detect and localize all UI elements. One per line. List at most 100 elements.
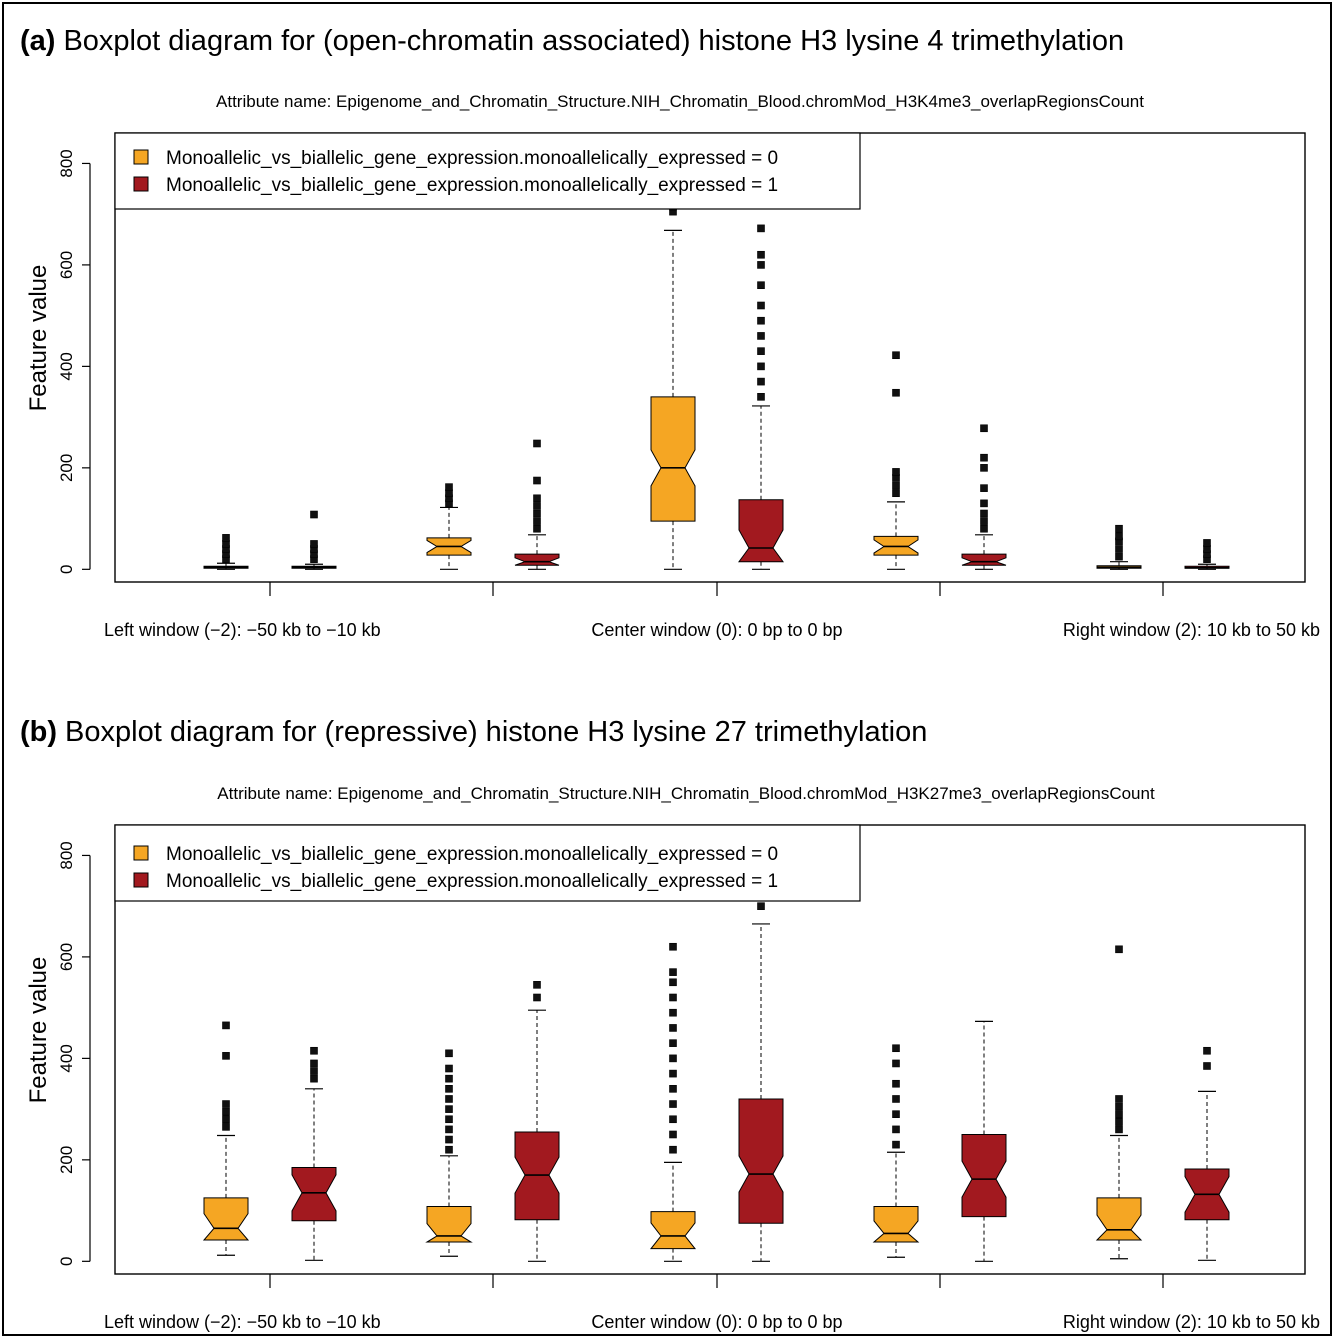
outlier-point: [892, 1059, 900, 1068]
outlier-point: [669, 1069, 677, 1078]
outlier-point: [310, 1067, 318, 1075]
outlier-point: [892, 1125, 900, 1134]
box-window0-group1: [738, 856, 784, 1262]
outlier-point: [222, 1123, 230, 1131]
box-body: [514, 553, 560, 566]
outlier-point: [980, 453, 988, 462]
box-body: [961, 1133, 1007, 1218]
panel-a-window-label-left: Left window (−2): −50 kb to −10 kb: [104, 620, 381, 640]
y-tick-label: 0: [57, 1257, 76, 1266]
box-body: [291, 1166, 337, 1222]
panel-b-legend-swatch-1: [133, 872, 149, 888]
box-body: [872, 1206, 920, 1243]
outlier-point: [757, 393, 765, 401]
panel-b-legend-label-1: Monoallelic_vs_biallelic_gene_expression…: [166, 871, 778, 892]
outlier-point: [1115, 1102, 1123, 1111]
box-window-2-group0: [202, 1021, 250, 1256]
panel-b-y-axis: 0 200 400 600 800: [57, 841, 91, 1266]
panel-a-window-label-center: Center window (0): 0 bp to 0 bp: [591, 620, 842, 640]
outlier-point: [445, 1115, 453, 1124]
panel-b-window-label-center: Center window (0): 0 bp to 0 bp: [591, 1312, 842, 1332]
panel-b-x-axis: [269, 1274, 1164, 1288]
outlier-point: [1115, 524, 1123, 533]
box-window1-group1: [961, 1020, 1007, 1262]
panel-a-y-axis: 0 200 400 600 800: [57, 149, 91, 574]
panel-a-legend-box: [114, 132, 861, 210]
y-tick-label: 800: [57, 149, 76, 177]
outlier-point: [445, 1049, 453, 1058]
panel-a: (a) Boxplot diagram for (open-chromatin a…: [20, 25, 1320, 640]
outlier-point: [892, 388, 900, 397]
outlier-point: [1115, 1117, 1123, 1126]
outlier-point: [892, 1095, 900, 1103]
box-window-1-group1: [514, 439, 560, 570]
outlier-point: [980, 424, 988, 433]
panel-a-legend: Monoallelic_vs_biallelic_gene_expression…: [114, 132, 861, 210]
panel-a-legend-swatch-0: [133, 149, 149, 165]
outlier-point: [445, 1145, 453, 1154]
outlier-point: [669, 1100, 677, 1108]
box-body: [738, 499, 784, 563]
box-window0-group1: [738, 196, 784, 570]
box-body: [425, 1206, 473, 1243]
panel-b-legend: Monoallelic_vs_biallelic_gene_expression…: [114, 824, 861, 902]
outlier-point: [980, 524, 988, 533]
outlier-point: [669, 978, 677, 987]
outlier-point: [222, 534, 230, 542]
outlier-point: [892, 1044, 900, 1053]
panel-a-legend-label-1: Monoallelic_vs_biallelic_gene_expression…: [166, 175, 778, 196]
outlier-point: [445, 1135, 453, 1144]
panel-b-legend-label-0: Monoallelic_vs_biallelic_gene_expression…: [166, 844, 778, 865]
outlier-point: [1115, 552, 1123, 561]
outlier-point: [980, 484, 988, 492]
outlier-point: [757, 224, 765, 233]
box-body: [1095, 1197, 1143, 1241]
panel-a-tag: (a): [20, 25, 55, 57]
box-window0-group0: [649, 942, 697, 1262]
box-window2-group1: [1184, 539, 1230, 570]
box-body: [961, 553, 1007, 566]
panel-a-y-axis-title: Feature value: [25, 265, 52, 412]
outlier-point: [757, 281, 765, 290]
outlier-point: [757, 347, 765, 355]
y-tick-label: 200: [57, 1146, 76, 1174]
panel-a-heading: (a) Boxplot diagram for (open-chromatin a…: [20, 25, 1124, 57]
outlier-point: [892, 489, 900, 498]
panel-b-legend-swatch-0: [133, 845, 149, 861]
box-body: [650, 396, 696, 522]
outlier-point: [757, 316, 765, 325]
box-body: [649, 1211, 697, 1250]
outlier-point: [757, 377, 765, 386]
box-window-2-group1: [291, 1046, 337, 1261]
outlier-point: [892, 1079, 900, 1088]
outlier-point: [533, 509, 541, 518]
outlier-point: [1115, 532, 1123, 541]
outlier-point: [757, 301, 765, 310]
box-window2-group0: [1095, 945, 1143, 1260]
outlier-point: [892, 481, 900, 490]
outlier-point: [892, 1140, 900, 1149]
box-window2-group0: [1096, 524, 1142, 570]
outlier-point: [222, 1052, 230, 1060]
panel-b-heading: (b) Boxplot diagram for (repressive) hist…: [20, 716, 927, 748]
outlier-point: [533, 502, 541, 510]
box-window1-group0: [873, 351, 919, 570]
box-window-1-group1: [514, 981, 560, 1262]
panel-b-attribute-name: Attribute name: Epigenome_and_Chromatin_…: [217, 784, 1155, 803]
box-body: [738, 1098, 784, 1224]
panel-b: (b) Boxplot diagram for (repressive) hist…: [20, 716, 1320, 1332]
y-tick-label: 400: [57, 352, 76, 380]
outlier-point: [757, 250, 765, 259]
outlier-point: [669, 1115, 677, 1124]
outlier-point: [757, 332, 765, 340]
outlier-point: [892, 468, 900, 476]
outlier-point: [222, 1107, 230, 1116]
outlier-point: [980, 509, 988, 518]
outlier-point: [445, 483, 453, 491]
outlier-point: [1203, 1046, 1211, 1055]
outlier-point: [533, 494, 541, 503]
outlier-point: [669, 1130, 677, 1139]
box-window2-group1: [1184, 1046, 1230, 1261]
